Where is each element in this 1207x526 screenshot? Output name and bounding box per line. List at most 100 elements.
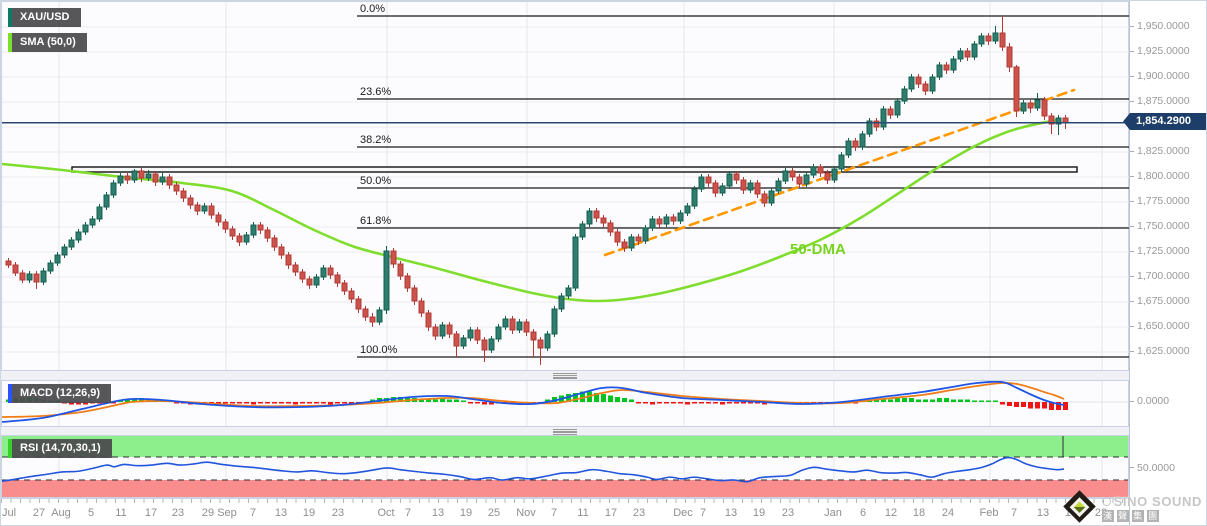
- brand-cjk-char: 漢: [1101, 509, 1114, 522]
- x-axis-label: 6: [859, 507, 867, 519]
- x-axis-label: 11: [577, 507, 589, 519]
- brand-cjk-char: 集: [1131, 509, 1144, 522]
- price-axis-label: 1,750.0000: [1130, 220, 1190, 232]
- grid: [2, 2, 1130, 370]
- candlestick-chart[interactable]: [2, 2, 1130, 370]
- x-axis-label: Sep: [217, 507, 237, 519]
- x-axis-label: 13: [431, 507, 445, 519]
- price-axis-label: 1,950.0000: [1130, 20, 1190, 32]
- price-axis-label: 1,825.0000: [1130, 145, 1190, 157]
- price-axis-label: 1,800.0000: [1130, 170, 1190, 182]
- x-axis-label: 7: [404, 507, 412, 519]
- x-axis-label: 19: [752, 507, 766, 519]
- price-axis-label: 1,925.0000: [1130, 45, 1190, 57]
- rsi-panel: RSI (14,70,30,1): [1, 435, 1129, 498]
- macd-label: MACD (12,26,9): [20, 387, 101, 399]
- price-axis-label: 1,875.0000: [1130, 95, 1190, 107]
- oversold-band: [2, 480, 1128, 497]
- current-price-badge: 1,854.2900: [1123, 113, 1206, 130]
- brand-watermark: SINO SOUND 漢聲集團: [1062, 490, 1202, 524]
- main-chart-panel: XAU/USD SMA (50,0) 0.0% 23.6% 38.2% 50.0% 61…: [1, 1, 1130, 371]
- price-axis[interactable]: 1,854.2900 1,950.0000 1,925.0000 1,900.000…: [1123, 1, 1206, 525]
- x-axis-label: Jan: [824, 507, 842, 519]
- x-axis-label: 18: [912, 507, 926, 519]
- x-axis-label: 29: [201, 507, 215, 519]
- x-axis-label: 7: [699, 507, 707, 519]
- sma-label: SMA (50,0): [20, 36, 76, 48]
- registered-mark-icon: [1101, 496, 1111, 506]
- x-axis-label: 5: [87, 507, 95, 519]
- fib-label: 50.0%: [360, 175, 392, 187]
- panel-divider[interactable]: [1, 427, 1129, 435]
- price-axis-label: 1,900.0000: [1130, 70, 1190, 82]
- divider-grip-icon[interactable]: [553, 373, 577, 380]
- time-axis-ticks: [1, 499, 1129, 503]
- diamond-logo-icon: [1062, 490, 1096, 523]
- rsi-indicator-badge: RSI (14,70,30,1): [8, 439, 112, 458]
- rsi-label: RSI (14,70,30,1): [20, 442, 101, 454]
- x-axis-label: Aug: [51, 507, 71, 519]
- fibonacci-levels: [357, 15, 1130, 358]
- fib-label: 0.0%: [360, 3, 386, 15]
- divider-grip-icon[interactable]: [553, 429, 577, 435]
- x-axis-label: Oct: [377, 507, 395, 519]
- x-axis-label: Feb: [979, 507, 999, 519]
- fib-label: 23.6%: [360, 86, 392, 98]
- x-axis-label: 19: [302, 507, 316, 519]
- symbol-badge: XAU/USD: [8, 8, 81, 27]
- x-axis-label: 13: [274, 507, 288, 519]
- x-axis-label: 11: [115, 507, 127, 519]
- price-axis-label: 1,625.0000: [1130, 345, 1190, 357]
- x-axis-label: Dec: [673, 507, 693, 519]
- x-axis-label: 25: [487, 507, 501, 519]
- x-axis-label: 13: [724, 507, 738, 519]
- price-axis-label: 1,675.0000: [1130, 295, 1190, 307]
- overbought-band: [2, 436, 1128, 457]
- x-axis-label: Nov: [516, 507, 536, 519]
- x-axis-label: 12: [884, 507, 898, 519]
- x-axis-label: 7: [1010, 507, 1018, 519]
- x-axis-label: 23: [781, 507, 795, 519]
- brand-cjk-char: 團: [1146, 509, 1159, 522]
- sma-indicator-badge: SMA (50,0): [8, 33, 87, 52]
- brand-cjk-char: 聲: [1116, 509, 1129, 522]
- x-axis-label: 24: [941, 507, 955, 519]
- x-axis-label: 19: [459, 507, 473, 519]
- resistance-zone: [71, 166, 1078, 173]
- x-axis-label: 17: [604, 507, 618, 519]
- fib-label: 38.2%: [360, 134, 392, 146]
- x-axis-label: 23: [632, 507, 646, 519]
- macd-indicator-badge: MACD (12,26,9): [8, 384, 112, 403]
- brand-cjk: 漢聲集團: [1101, 509, 1202, 522]
- macd-panel: MACD (12,26,9): [1, 380, 1129, 427]
- x-axis-label: 13: [1036, 507, 1050, 519]
- ascending-trendline: [603, 88, 1076, 257]
- macd-chart[interactable]: [2, 381, 1128, 426]
- macd-axis-label: 0.0000: [1130, 395, 1169, 407]
- fib-label: 61.8%: [360, 215, 392, 227]
- macd-line: [2, 381, 1065, 423]
- x-axis-label: 7: [550, 507, 558, 519]
- price-axis-label: 1,700.0000: [1130, 270, 1190, 282]
- panel-divider[interactable]: [1, 371, 1129, 380]
- sma-annotation: 50-DMA: [790, 241, 846, 258]
- symbol-label: XAU/USD: [20, 11, 70, 23]
- rsi-chart[interactable]: [2, 436, 1128, 497]
- x-axis-label: 7: [249, 507, 257, 519]
- brand-name: SINO SOUND: [1113, 493, 1202, 509]
- x-axis-label: 17: [144, 507, 158, 519]
- price-axis-label: 1,650.0000: [1130, 320, 1190, 332]
- x-axis-label: 27: [32, 507, 46, 519]
- price-axis-label: 1,775.0000: [1130, 195, 1190, 207]
- fib-label: 100.0%: [360, 344, 398, 356]
- x-axis-label: 23: [171, 507, 185, 519]
- time-axis[interactable]: Jul 27 Aug 5 11 17 23 29 Sep 7 13 19 23 Oct 7 13 19 25 Nov…: [1, 498, 1129, 525]
- sma50-line: [2, 118, 1058, 303]
- candles-series: [5, 16, 1069, 365]
- x-axis-label: Jul: [1, 507, 17, 519]
- rsi-axis-label: 50.0000: [1130, 462, 1175, 474]
- x-axis-label: 23: [331, 507, 345, 519]
- rsi-line: [2, 456, 1065, 483]
- price-axis-label: 1,725.0000: [1130, 245, 1190, 257]
